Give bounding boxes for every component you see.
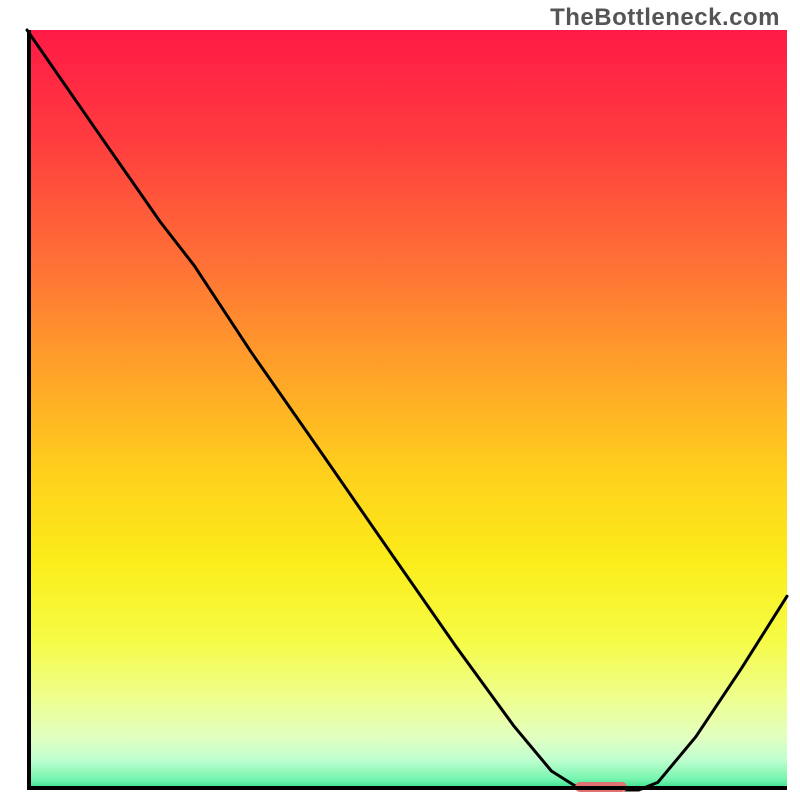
chart-container: TheBottleneck.com	[0, 0, 800, 800]
bottleneck-curve	[27, 30, 787, 790]
plot-area	[27, 30, 787, 790]
y-axis	[27, 30, 31, 790]
curve-path	[27, 30, 787, 790]
watermark-text: TheBottleneck.com	[550, 4, 780, 32]
x-axis	[27, 786, 787, 790]
